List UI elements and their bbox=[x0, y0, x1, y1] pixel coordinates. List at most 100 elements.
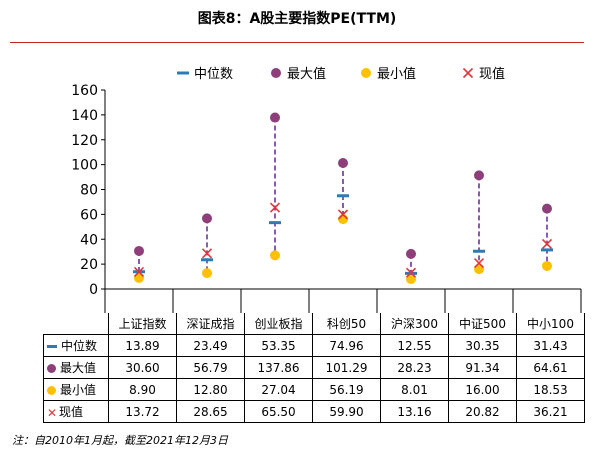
min-point bbox=[270, 250, 280, 261]
current-marker-icon: ✕ bbox=[47, 405, 58, 420]
table-col-header: 中证500 bbox=[448, 313, 517, 335]
table-col-header: 中小100 bbox=[516, 313, 585, 335]
chart-title: 图表8：A股主要指数PE(TTM) bbox=[197, 11, 397, 27]
table-cell: 74.96 bbox=[312, 334, 381, 357]
min-point bbox=[542, 260, 552, 271]
max-point bbox=[270, 112, 280, 123]
row-label: 中位数 bbox=[61, 339, 98, 353]
y-tick-label: 120 bbox=[71, 133, 98, 149]
table-cell: 28.65 bbox=[176, 400, 245, 423]
min-marker-icon bbox=[47, 386, 56, 395]
max-point bbox=[338, 158, 348, 169]
current-point bbox=[473, 258, 485, 269]
table-cell: 8.90 bbox=[108, 378, 177, 401]
x-stroke bbox=[269, 202, 281, 213]
row-label: 现值 bbox=[59, 405, 84, 419]
table-cell: 16.00 bbox=[448, 378, 517, 401]
table-cell: 12.80 bbox=[176, 378, 245, 401]
table-corner bbox=[44, 313, 109, 335]
table-cell: 12.55 bbox=[380, 334, 449, 357]
legend: 中位数 最大值 最小值 现值 bbox=[177, 66, 505, 82]
current-point bbox=[133, 266, 145, 278]
table-row-header: 中位数 bbox=[43, 334, 109, 357]
table-col-header: 科创50 bbox=[312, 313, 381, 335]
table-cell: 30.60 bbox=[108, 356, 177, 379]
median-marker-icon bbox=[47, 345, 57, 348]
legend-marker bbox=[361, 68, 371, 78]
table-row-header: 最小值 bbox=[43, 378, 109, 401]
table-cell: 27.04 bbox=[244, 378, 313, 401]
table-cell: 53.35 bbox=[244, 334, 313, 357]
max-point bbox=[406, 248, 416, 259]
data-table: 上证指数 深证成指 创业板指 科创50 沪深300 中证500 中小100 中位… bbox=[43, 313, 585, 423]
current-point bbox=[269, 202, 281, 213]
row-label: 最大值 bbox=[60, 361, 97, 375]
max-point bbox=[542, 203, 552, 214]
legend-marker bbox=[462, 67, 474, 79]
range-lines bbox=[138, 117, 548, 280]
y-tick-label: 60 bbox=[80, 207, 98, 223]
table-row-current: ✕ 现值 13.72 28.65 65.50 59.90 13.16 20.82 … bbox=[43, 400, 585, 423]
row-label: 最小值 bbox=[60, 383, 97, 397]
table-col-header: 沪深300 bbox=[380, 313, 449, 335]
table-cell: 56.79 bbox=[176, 356, 245, 379]
footnote: 注：自2010年1月起，截至2021年12月3日 bbox=[12, 434, 228, 447]
table-cell: 23.49 bbox=[176, 334, 245, 357]
table-col-header: 上证指数 bbox=[108, 313, 177, 335]
table-cell: 64.61 bbox=[516, 356, 585, 379]
table-cell: 20.82 bbox=[448, 400, 517, 423]
table-row-header: ✕ 现值 bbox=[43, 400, 109, 423]
table-cell: 91.34 bbox=[448, 356, 517, 379]
table-row-header: 最大值 bbox=[43, 356, 109, 379]
table-cell: 13.16 bbox=[380, 400, 449, 423]
table-cell: 13.72 bbox=[108, 400, 177, 423]
max-point bbox=[134, 245, 144, 256]
x-stroke bbox=[201, 248, 213, 259]
legend-label: 中位数 bbox=[194, 67, 233, 82]
max-point bbox=[202, 213, 212, 224]
table-cell: 36.21 bbox=[516, 400, 585, 423]
y-tick-label: 100 bbox=[71, 158, 98, 174]
table-cell: 65.50 bbox=[244, 400, 313, 423]
current-point bbox=[405, 267, 417, 278]
table-header-row: 上证指数 深证成指 创业板指 科创50 沪深300 中证500 中小100 bbox=[44, 313, 585, 335]
table-cell: 28.23 bbox=[380, 356, 449, 379]
min-point bbox=[202, 268, 212, 279]
y-tick-label: 80 bbox=[80, 183, 98, 199]
y-tick-label: 40 bbox=[80, 232, 98, 248]
x-stroke bbox=[462, 67, 474, 79]
legend-label: 最大值 bbox=[287, 66, 326, 82]
table-cell: 59.90 bbox=[312, 400, 381, 423]
max-marker-icon bbox=[47, 364, 56, 373]
y-tick-label: 160 bbox=[71, 83, 98, 99]
legend-label: 最小值 bbox=[377, 66, 416, 82]
current-point bbox=[541, 238, 553, 250]
current-point bbox=[337, 209, 349, 220]
current-point bbox=[201, 248, 213, 259]
table-cell: 18.53 bbox=[516, 378, 585, 401]
table-cell: 8.01 bbox=[380, 378, 449, 401]
data-marks bbox=[133, 112, 553, 285]
max-point bbox=[474, 170, 484, 181]
table-row-min: 最小值 8.90 12.80 27.04 56.19 8.01 16.00 18… bbox=[43, 378, 585, 401]
y-tick-label: 20 bbox=[80, 257, 98, 273]
legend-marker bbox=[271, 68, 281, 78]
x-stroke bbox=[405, 267, 417, 278]
y-axis: 0 20 40 60 80 100 120 140 160 bbox=[71, 83, 582, 313]
table-col-header: 创业板指 bbox=[244, 313, 313, 335]
title-rule bbox=[10, 42, 584, 43]
table-col-header: 深证成指 bbox=[176, 313, 245, 335]
x-stroke bbox=[473, 258, 485, 269]
table-cell: 101.29 bbox=[312, 356, 381, 379]
table-row-max: 最大值 30.60 56.79 137.86 101.29 28.23 91.3… bbox=[43, 356, 585, 379]
x-stroke bbox=[133, 266, 145, 278]
min-point bbox=[406, 274, 416, 285]
x-stroke bbox=[541, 238, 553, 250]
table-cell: 31.43 bbox=[516, 334, 585, 357]
table-cell: 137.86 bbox=[244, 356, 313, 379]
table-cell: 30.35 bbox=[448, 334, 517, 357]
legend-label: 现值 bbox=[479, 66, 505, 82]
y-tick-label: 140 bbox=[71, 108, 98, 124]
table-cell: 56.19 bbox=[312, 378, 381, 401]
